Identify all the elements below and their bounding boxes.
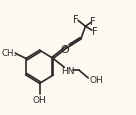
Text: HN: HN [61,66,75,75]
Text: O: O [61,44,69,54]
Text: F: F [92,27,98,37]
Text: OH: OH [90,76,103,85]
Text: CH₃: CH₃ [1,49,17,58]
Text: OH: OH [33,96,47,105]
Text: F: F [90,17,96,27]
Text: F: F [73,15,79,25]
